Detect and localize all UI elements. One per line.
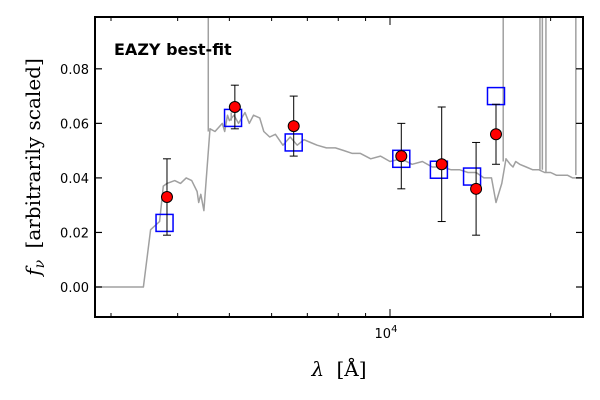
annotation-eazy-best-fit: EAZY best-fit [114, 40, 232, 59]
observed-point-0 [160, 191, 173, 203]
plot-content [95, 17, 583, 288]
y-tick-label-2: 0.04 [60, 172, 89, 187]
y-axis-label: fν [arbitrarily scaled] [21, 58, 49, 278]
y-tick-label-0: 0.00 [60, 281, 89, 296]
y-axis-text: [arbitrarily scaled] [21, 58, 45, 248]
x-tick-label-exponent: 4 [391, 324, 397, 335]
observed-point-3 [395, 150, 408, 163]
model-point-5 [462, 167, 482, 186]
observed-point-6 [489, 128, 502, 141]
plot-frame [94, 16, 584, 318]
observed-point-4 [435, 158, 448, 171]
y-tick-label-1: 0.02 [60, 226, 89, 241]
y-axis-subscript: ν [32, 259, 48, 268]
x-tick-label-base: 10 [375, 327, 392, 342]
x-axis-symbol: λ [310, 357, 324, 381]
x-axis-label: λ [Å] [310, 356, 366, 381]
observed-point-1 [228, 101, 241, 113]
observed-point-2 [287, 120, 300, 133]
template-spectrum-line [95, 111, 583, 288]
plot-area: 0.00 0.02 0.04 0.06 0.08 104 [60, 16, 584, 342]
model-point-6 [486, 86, 506, 106]
model-point-0 [155, 213, 174, 233]
y-tick-label-3: 0.06 [60, 117, 89, 132]
y-tick-label-4: 0.08 [60, 63, 89, 78]
x-axis-unit: [Å] [336, 356, 366, 381]
x-tick-label-0: 104 [375, 324, 398, 342]
observed-point-5 [470, 182, 483, 195]
